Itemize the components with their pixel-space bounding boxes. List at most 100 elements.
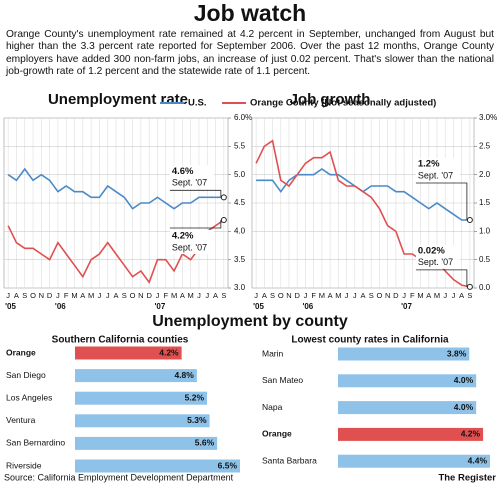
category-label: San Mateo bbox=[262, 375, 303, 385]
value-label: 5.6% bbox=[195, 438, 215, 448]
x-tick-label: S bbox=[22, 291, 27, 300]
x-tick-label: J bbox=[98, 291, 102, 300]
value-label: 5.2% bbox=[185, 392, 205, 402]
year-label: '07 bbox=[401, 302, 412, 311]
annotation-label: 0.02% bbox=[418, 245, 445, 256]
x-tick-label: M bbox=[188, 291, 194, 300]
chart-title: Unemployment rate bbox=[48, 91, 188, 108]
bar bbox=[338, 374, 477, 388]
value-label: 3.8% bbox=[447, 348, 467, 358]
y-tick-label: 5.0 bbox=[234, 170, 246, 179]
x-tick-label: F bbox=[410, 291, 415, 300]
x-tick-label: D bbox=[295, 291, 301, 300]
y-tick-label: 2.0 bbox=[479, 170, 491, 179]
y-tick-label: 2.5 bbox=[479, 141, 491, 150]
value-label: 4.4% bbox=[468, 455, 488, 465]
x-tick-label: S bbox=[221, 291, 226, 300]
y-tick-label: 5.5 bbox=[234, 141, 246, 150]
x-tick-label: F bbox=[163, 291, 168, 300]
annotation-leader bbox=[169, 189, 222, 198]
chart-title: Job growth bbox=[290, 91, 371, 108]
category-label: Napa bbox=[262, 402, 283, 412]
credit: The Register bbox=[438, 473, 496, 484]
x-tick-label: D bbox=[47, 291, 53, 300]
x-tick-label: M bbox=[88, 291, 94, 300]
value-label: 6.5% bbox=[218, 460, 238, 470]
y-tick-label: 4.0 bbox=[234, 226, 246, 235]
value-label: 5.3% bbox=[187, 415, 207, 425]
x-tick-label: A bbox=[213, 291, 218, 300]
section-title: Unemployment by county bbox=[152, 313, 348, 330]
x-tick-label: M bbox=[319, 291, 325, 300]
annotation-note: Sept. '07 bbox=[172, 242, 207, 252]
x-tick-label: A bbox=[14, 291, 19, 300]
value-label: 4.0% bbox=[454, 375, 474, 385]
y-tick-label: 1.0 bbox=[479, 226, 491, 235]
x-tick-label: M bbox=[71, 291, 77, 300]
x-tick-label: F bbox=[311, 291, 316, 300]
bar bbox=[75, 391, 207, 405]
annotation-leader bbox=[415, 182, 468, 220]
value-label: 4.2% bbox=[159, 347, 179, 357]
bar bbox=[75, 436, 218, 450]
bar bbox=[75, 459, 240, 473]
x-tick-label: N bbox=[39, 291, 44, 300]
annotation-bg bbox=[415, 244, 460, 269]
year-label: '05 bbox=[5, 302, 16, 311]
annotation-bg bbox=[415, 158, 460, 182]
x-tick-label: S bbox=[122, 291, 127, 300]
legend-label: U.S. bbox=[188, 98, 206, 109]
x-tick-label: A bbox=[459, 291, 464, 300]
y-tick-label: 3.0 bbox=[234, 283, 246, 292]
x-tick-label: D bbox=[393, 291, 399, 300]
bar bbox=[75, 414, 210, 428]
y-tick-label: 3.0% bbox=[479, 113, 497, 122]
x-tick-label: J bbox=[443, 291, 447, 300]
chart-subtitle: Southern California counties bbox=[52, 335, 189, 346]
category-label: San Bernardino bbox=[6, 438, 65, 448]
annotation-label: 1.2% bbox=[418, 159, 440, 170]
x-tick-label: A bbox=[426, 291, 431, 300]
annotation-label: 4.2% bbox=[172, 231, 194, 242]
x-tick-label: J bbox=[402, 291, 406, 300]
page-title: Job watch bbox=[194, 0, 306, 26]
y-tick-label: 1.5 bbox=[479, 198, 491, 207]
x-tick-label: J bbox=[345, 291, 349, 300]
x-tick-label: J bbox=[205, 291, 209, 300]
intro: Orange County's unemployment rate remain… bbox=[6, 29, 494, 78]
x-tick-label: N bbox=[385, 291, 390, 300]
legend-label: Orange County (Not seasonally adjusted) bbox=[250, 98, 436, 109]
y-tick-label: 0.5 bbox=[479, 255, 491, 264]
end-point bbox=[466, 217, 473, 223]
year-label: '06 bbox=[302, 302, 313, 311]
x-tick-label: M bbox=[335, 291, 341, 300]
x-tick-label: A bbox=[80, 291, 85, 300]
bar bbox=[75, 346, 182, 360]
bar bbox=[75, 369, 197, 383]
category-label: Orange bbox=[262, 429, 292, 439]
bar bbox=[338, 454, 490, 468]
x-tick-label: S bbox=[369, 291, 374, 300]
x-tick-label: J bbox=[304, 291, 308, 300]
value-label: 4.0% bbox=[454, 402, 474, 412]
value-label: 4.8% bbox=[174, 370, 194, 380]
end-point bbox=[220, 194, 227, 201]
x-tick-label: O bbox=[130, 291, 136, 300]
x-tick-label: J bbox=[254, 291, 258, 300]
bar bbox=[338, 401, 477, 415]
x-tick-label: J bbox=[353, 291, 357, 300]
x-tick-label: S bbox=[270, 291, 275, 300]
x-tick-label: J bbox=[106, 291, 110, 300]
year-label: '07 bbox=[154, 302, 165, 311]
x-tick-label: J bbox=[56, 291, 60, 300]
annotation-label: 4.6% bbox=[172, 166, 194, 177]
category-label: Marin bbox=[262, 348, 284, 358]
x-tick-label: M bbox=[171, 291, 177, 300]
bar bbox=[338, 347, 470, 361]
category-label: Riverside bbox=[6, 460, 42, 470]
x-tick-label: O bbox=[30, 291, 36, 300]
category-label: Orange bbox=[6, 347, 36, 357]
category-label: Santa Barbara bbox=[262, 455, 317, 465]
